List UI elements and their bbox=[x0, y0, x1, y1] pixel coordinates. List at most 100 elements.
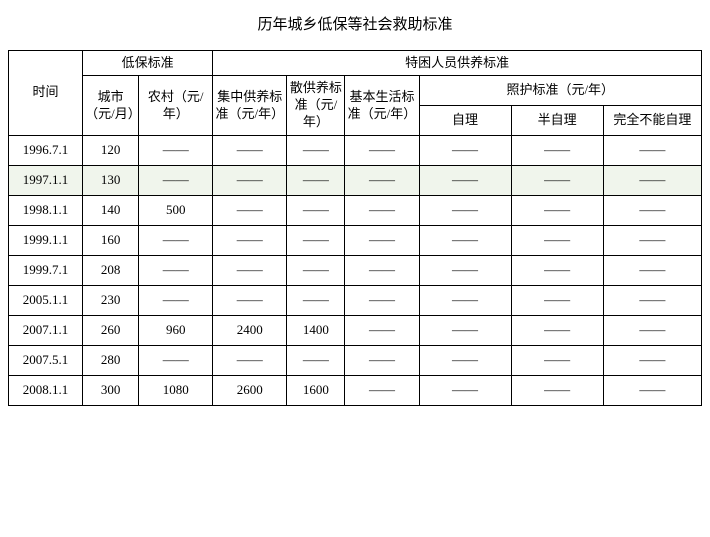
cell-care-none: —— bbox=[603, 316, 701, 346]
cell-care-half: —— bbox=[511, 346, 603, 376]
cell-rural: —— bbox=[139, 226, 213, 256]
assistance-standards-table: 历年城乡低保等社会救助标准 时间 低保标准 特困人员供养标准 城市（元/月） 农… bbox=[8, 6, 702, 406]
cell-jizhong: —— bbox=[213, 166, 287, 196]
cell-jizhong: —— bbox=[213, 286, 287, 316]
cell-rural: —— bbox=[139, 346, 213, 376]
cell-san: —— bbox=[287, 346, 345, 376]
cell-jizhong: —— bbox=[213, 196, 287, 226]
cell-city: 130 bbox=[83, 166, 139, 196]
cell-rural: —— bbox=[139, 166, 213, 196]
cell-jizhong: —— bbox=[213, 226, 287, 256]
col-jizhong-header: 集中供养标准（元/年） bbox=[213, 76, 287, 136]
cell-care-none: —— bbox=[603, 286, 701, 316]
table-header: 历年城乡低保等社会救助标准 时间 低保标准 特困人员供养标准 城市（元/月） 农… bbox=[9, 6, 702, 136]
cell-jizhong: —— bbox=[213, 346, 287, 376]
table-row: 2007.5.1280—————————————— bbox=[9, 346, 702, 376]
cell-time: 2007.5.1 bbox=[9, 346, 83, 376]
cell-time: 1998.1.1 bbox=[9, 196, 83, 226]
col-rural-header: 农村（元/年） bbox=[139, 76, 213, 136]
cell-care-none: —— bbox=[603, 166, 701, 196]
table-row: 2008.1.1300108026001600———————— bbox=[9, 376, 702, 406]
col-tekun-group-header: 特困人员供养标准 bbox=[213, 50, 702, 76]
cell-rural: —— bbox=[139, 286, 213, 316]
cell-care-self: —— bbox=[419, 346, 511, 376]
cell-city: 280 bbox=[83, 346, 139, 376]
cell-care-self: —— bbox=[419, 256, 511, 286]
cell-basic: —— bbox=[345, 286, 419, 316]
col-san-header: 散供养标准（元/年） bbox=[287, 76, 345, 136]
cell-san: —— bbox=[287, 196, 345, 226]
cell-rural: 500 bbox=[139, 196, 213, 226]
cell-care-self: —— bbox=[419, 196, 511, 226]
cell-time: 2007.1.1 bbox=[9, 316, 83, 346]
cell-san: 1400 bbox=[287, 316, 345, 346]
cell-care-none: —— bbox=[603, 346, 701, 376]
cell-care-half: —— bbox=[511, 166, 603, 196]
cell-time: 1996.7.1 bbox=[9, 136, 83, 166]
cell-basic: —— bbox=[345, 196, 419, 226]
cell-jizhong: —— bbox=[213, 256, 287, 286]
cell-time: 1997.1.1 bbox=[9, 166, 83, 196]
col-basic-header: 基本生活标准（元/年） bbox=[345, 76, 419, 136]
cell-care-half: —— bbox=[511, 136, 603, 166]
cell-care-none: —— bbox=[603, 256, 701, 286]
cell-basic: —— bbox=[345, 346, 419, 376]
col-dibao-group-header: 低保标准 bbox=[83, 50, 213, 76]
cell-care-half: —— bbox=[511, 286, 603, 316]
cell-time: 1999.7.1 bbox=[9, 256, 83, 286]
cell-care-self: —— bbox=[419, 286, 511, 316]
cell-care-self: —— bbox=[419, 226, 511, 256]
cell-care-none: —— bbox=[603, 226, 701, 256]
table-row: 2005.1.1230—————————————— bbox=[9, 286, 702, 316]
cell-city: 140 bbox=[83, 196, 139, 226]
cell-san: —— bbox=[287, 256, 345, 286]
cell-rural: —— bbox=[139, 136, 213, 166]
cell-care-none: —— bbox=[603, 136, 701, 166]
cell-san: —— bbox=[287, 226, 345, 256]
col-care-half-header: 半自理 bbox=[511, 106, 603, 136]
cell-time: 1999.1.1 bbox=[9, 226, 83, 256]
cell-care-half: —— bbox=[511, 256, 603, 286]
cell-basic: —— bbox=[345, 136, 419, 166]
cell-rural: —— bbox=[139, 256, 213, 286]
table-body: 1996.7.1120——————————————1997.1.1130————… bbox=[9, 136, 702, 406]
cell-city: 160 bbox=[83, 226, 139, 256]
cell-care-half: —— bbox=[511, 376, 603, 406]
table-row: 2007.1.126096024001400———————— bbox=[9, 316, 702, 346]
cell-care-self: —— bbox=[419, 376, 511, 406]
col-care-group-header: 照护标准（元/年） bbox=[419, 76, 702, 106]
cell-san: —— bbox=[287, 286, 345, 316]
cell-care-none: —— bbox=[603, 376, 701, 406]
cell-city: 208 bbox=[83, 256, 139, 286]
table-row: 1998.1.1140500———————————— bbox=[9, 196, 702, 226]
col-time-header: 时间 bbox=[9, 50, 83, 136]
cell-care-self: —— bbox=[419, 316, 511, 346]
cell-basic: —— bbox=[345, 376, 419, 406]
cell-city: 300 bbox=[83, 376, 139, 406]
cell-jizhong: 2400 bbox=[213, 316, 287, 346]
cell-care-half: —— bbox=[511, 196, 603, 226]
cell-care-self: —— bbox=[419, 136, 511, 166]
cell-san: 1600 bbox=[287, 376, 345, 406]
cell-city: 260 bbox=[83, 316, 139, 346]
cell-time: 2008.1.1 bbox=[9, 376, 83, 406]
table-row: 1996.7.1120—————————————— bbox=[9, 136, 702, 166]
cell-basic: —— bbox=[345, 256, 419, 286]
cell-san: —— bbox=[287, 166, 345, 196]
col-city-header: 城市（元/月） bbox=[83, 76, 139, 136]
cell-care-half: —— bbox=[511, 316, 603, 346]
cell-basic: —— bbox=[345, 316, 419, 346]
cell-basic: —— bbox=[345, 166, 419, 196]
cell-care-half: —— bbox=[511, 226, 603, 256]
table-row: 1999.1.1160—————————————— bbox=[9, 226, 702, 256]
cell-jizhong: 2600 bbox=[213, 376, 287, 406]
cell-jizhong: —— bbox=[213, 136, 287, 166]
cell-rural: 1080 bbox=[139, 376, 213, 406]
col-care-none-header: 完全不能自理 bbox=[603, 106, 701, 136]
col-care-self-header: 自理 bbox=[419, 106, 511, 136]
cell-city: 230 bbox=[83, 286, 139, 316]
cell-basic: —— bbox=[345, 226, 419, 256]
table-title: 历年城乡低保等社会救助标准 bbox=[9, 6, 702, 50]
cell-time: 2005.1.1 bbox=[9, 286, 83, 316]
cell-care-none: —— bbox=[603, 196, 701, 226]
